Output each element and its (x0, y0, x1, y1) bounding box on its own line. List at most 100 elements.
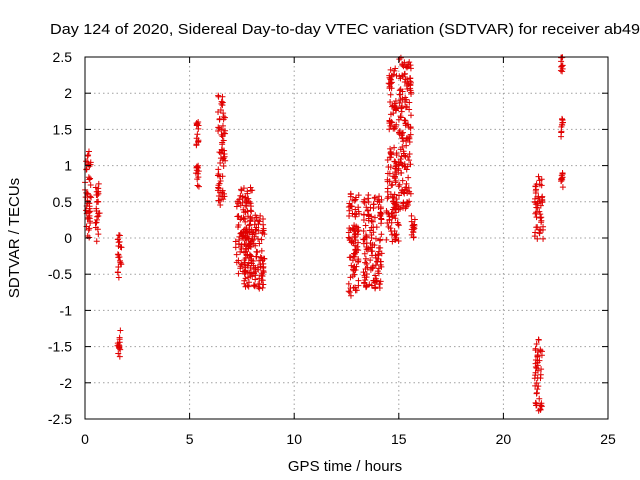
data-point-marker (355, 239, 362, 246)
data-point-marker (392, 103, 399, 110)
data-point-marker (239, 193, 246, 200)
data-point-marker (253, 224, 260, 231)
data-point-marker (405, 123, 412, 130)
data-point-marker (195, 122, 202, 129)
data-point-marker (116, 353, 123, 360)
data-point-marker (406, 99, 413, 106)
data-point-marker (367, 257, 374, 264)
data-point-marker (400, 148, 407, 155)
data-point-marker (385, 164, 392, 171)
data-point-marker (347, 203, 354, 210)
data-point-marker (377, 212, 384, 219)
data-point-marker (387, 76, 394, 83)
data-point-marker (256, 240, 263, 247)
data-point-marker (361, 196, 368, 203)
data-point-marker (533, 204, 540, 211)
data-point-marker (220, 163, 227, 170)
data-point-marker (395, 167, 402, 174)
data-point-marker (534, 386, 541, 393)
data-point-marker (244, 188, 251, 195)
data-point-marker (362, 255, 369, 262)
data-point-marker (242, 194, 249, 201)
data-point-marker (534, 362, 541, 369)
data-point-marker (355, 227, 362, 234)
data-point-marker (220, 110, 227, 117)
data-point-marker (221, 153, 228, 160)
data-point-marker (375, 244, 382, 251)
data-point-marker (350, 253, 357, 260)
data-point-marker (403, 142, 410, 149)
data-point-marker (237, 265, 244, 272)
data-point-marker (217, 201, 224, 208)
data-point-marker (386, 178, 393, 185)
data-point-marker (250, 262, 257, 269)
data-point-marker (250, 240, 257, 247)
data-point-marker (557, 67, 564, 74)
data-point-marker (241, 249, 248, 256)
data-point-marker (87, 182, 94, 189)
data-point-marker (214, 172, 221, 179)
data-point-marker (376, 193, 383, 200)
data-point-marker (378, 216, 385, 223)
data-point-marker (397, 205, 404, 212)
data-point-marker (537, 346, 544, 353)
data-point-marker (538, 182, 545, 189)
data-point-marker (237, 248, 244, 255)
data-point-marker (531, 199, 538, 206)
data-point-marker (386, 170, 393, 177)
data-point-marker (256, 257, 263, 264)
data-point-marker (387, 148, 394, 155)
data-point-marker (388, 228, 395, 235)
data-point-marker (217, 106, 224, 113)
data-point-marker (365, 212, 372, 219)
data-point-marker (405, 81, 412, 88)
data-point-marker (394, 219, 401, 226)
data-point-marker (215, 182, 222, 189)
data-point-marker (346, 235, 353, 242)
data-point-marker (401, 190, 408, 197)
data-point-marker (386, 216, 393, 223)
y-tick-label: 0 (64, 230, 72, 246)
data-point-marker (390, 173, 397, 180)
data-point-marker (371, 214, 378, 221)
data-point-marker (85, 148, 92, 155)
data-point-marker (244, 252, 251, 259)
data-point-marker (403, 166, 410, 173)
data-point-marker (192, 170, 199, 177)
data-point-marker (355, 282, 362, 289)
data-point-marker (393, 196, 400, 203)
data-point-marker (221, 193, 228, 200)
data-point-marker (219, 99, 226, 106)
data-point-marker (217, 178, 224, 185)
data-point-marker (383, 236, 390, 243)
data-point-marker (363, 271, 370, 278)
data-point-marker (240, 214, 247, 221)
data-point-marker (235, 200, 242, 207)
data-point-marker (407, 190, 414, 197)
data-point-marker (360, 228, 367, 235)
data-point-marker (402, 63, 409, 70)
data-point-marker (259, 284, 266, 291)
data-point-marker (408, 231, 415, 238)
data-point-marker (364, 207, 371, 214)
data-point-marker (559, 184, 566, 191)
data-point-marker (247, 207, 254, 214)
data-point-marker (255, 284, 262, 291)
data-point-marker (247, 200, 254, 207)
data-point-marker (355, 258, 362, 265)
data-point-marker (256, 285, 263, 292)
data-point-marker (236, 241, 243, 248)
data-point-marker (258, 270, 265, 277)
data-point-marker (219, 147, 226, 154)
data-point-marker (362, 282, 369, 289)
data-point-marker (392, 179, 399, 186)
data-point-marker (376, 281, 383, 288)
data-point-marker (355, 231, 362, 238)
data-point-marker (114, 269, 121, 276)
data-point-marker (253, 253, 260, 260)
data-point-marker (240, 185, 247, 192)
data-point-marker (407, 112, 414, 119)
data-point-marker (115, 350, 122, 357)
data-point-marker (376, 284, 383, 291)
data-point-marker (216, 116, 223, 123)
